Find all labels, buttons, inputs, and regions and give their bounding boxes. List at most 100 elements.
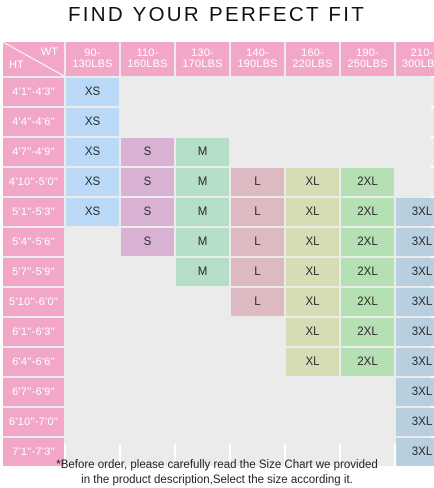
empty-cell [176, 288, 229, 316]
size-cell: 3XL [396, 258, 434, 286]
size-note-line-2: in the product description,Select the si… [81, 474, 353, 486]
size-cell: 3XL [396, 228, 434, 256]
weight-axis-label: WT [40, 46, 58, 58]
empty-cell [66, 378, 119, 406]
empty-cell [121, 258, 174, 286]
size-cell: XL [286, 258, 339, 286]
height-row-header: 6'1"-6'3" [3, 318, 64, 346]
empty-cell [231, 408, 284, 436]
size-cell: 3XL [396, 318, 434, 346]
empty-cell [341, 108, 394, 136]
size-cell: M [176, 198, 229, 226]
size-chart-table: WT HT 90- 130LBS 110- 160LBS 130- 170LBS 14… [3, 42, 434, 466]
empty-cell [176, 108, 229, 136]
empty-cell [176, 378, 229, 406]
size-cell: S [121, 138, 174, 166]
empty-cell [231, 318, 284, 346]
size-cell: XS [66, 168, 119, 196]
empty-cell [231, 78, 284, 106]
empty-cell [231, 108, 284, 136]
weight-column-header: 160- 220LBS [286, 42, 339, 76]
height-row-header: 4'7"-4'9" [3, 138, 64, 166]
height-row-header: 7'1"-7'3" [3, 438, 64, 466]
empty-cell [121, 348, 174, 376]
empty-cell [66, 228, 119, 256]
diagonal-divider [3, 42, 64, 76]
empty-cell [231, 438, 284, 466]
size-cell: XL [286, 168, 339, 196]
empty-cell [396, 78, 434, 106]
empty-cell [286, 78, 339, 106]
empty-cell [66, 318, 119, 346]
empty-cell [396, 108, 434, 136]
empty-cell [121, 378, 174, 406]
empty-cell [66, 408, 119, 436]
empty-cell [121, 408, 174, 436]
height-row-header: 4'10"-5'0" [3, 168, 64, 196]
size-cell: XL [286, 288, 339, 316]
height-row-header: 5'10"-6'0" [3, 288, 64, 316]
empty-cell [121, 438, 174, 466]
size-cell: 3XL [396, 198, 434, 226]
empty-cell [286, 378, 339, 406]
size-note: *Before order, please carefully read the… [0, 458, 434, 488]
size-cell: S [121, 198, 174, 226]
size-cell: XS [66, 138, 119, 166]
size-cell: 2XL [341, 168, 394, 196]
size-cell: 2XL [341, 198, 394, 226]
height-row-header: 6'10"-7'0" [3, 408, 64, 436]
weight-column-header: 130- 170LBS [176, 42, 229, 76]
size-cell: L [231, 228, 284, 256]
height-row-header: 4'4"-4'6" [3, 108, 64, 136]
empty-cell [66, 288, 119, 316]
height-axis-label: HT [9, 59, 24, 71]
empty-cell [121, 288, 174, 316]
height-row-header: 4'1"-4'3" [3, 78, 64, 106]
size-cell: XL [286, 228, 339, 256]
size-cell: 2XL [341, 288, 394, 316]
empty-cell [286, 138, 339, 166]
weight-column-header: 110- 160LBS [121, 42, 174, 76]
size-cell: S [121, 228, 174, 256]
empty-cell [341, 78, 394, 106]
size-cell: XL [286, 318, 339, 346]
empty-cell [66, 258, 119, 286]
empty-cell [341, 438, 394, 466]
empty-cell [176, 78, 229, 106]
size-cell: 3XL [396, 378, 434, 406]
empty-cell [231, 138, 284, 166]
size-cell: XL [286, 348, 339, 376]
empty-cell [396, 168, 434, 196]
size-cell: 2XL [341, 258, 394, 286]
size-note-line-1: *Before order, please carefully read the… [56, 459, 378, 471]
empty-cell [341, 138, 394, 166]
size-cell: 2XL [341, 228, 394, 256]
empty-cell [176, 348, 229, 376]
empty-cell [121, 78, 174, 106]
empty-cell [121, 108, 174, 136]
table-corner-header: WT HT [3, 42, 64, 76]
size-cell: L [231, 198, 284, 226]
weight-column-header: 140- 190LBS [231, 42, 284, 76]
size-cell: XS [66, 78, 119, 106]
size-cell: S [121, 168, 174, 196]
size-cell: L [231, 258, 284, 286]
size-cell: 3XL [396, 438, 434, 466]
height-row-header: 6'4"-6'6" [3, 348, 64, 376]
empty-cell [231, 378, 284, 406]
empty-cell [176, 408, 229, 436]
empty-cell [231, 348, 284, 376]
size-cell: 3XL [396, 348, 434, 376]
size-cell: L [231, 288, 284, 316]
size-cell: M [176, 168, 229, 196]
empty-cell [341, 408, 394, 436]
size-cell: L [231, 168, 284, 196]
size-cell: M [176, 138, 229, 166]
size-cell: XS [66, 108, 119, 136]
empty-cell [121, 318, 174, 346]
weight-column-header: 190- 250LBS [341, 42, 394, 76]
empty-cell [341, 378, 394, 406]
size-cell: M [176, 258, 229, 286]
height-row-header: 5'4"-5'6" [3, 228, 64, 256]
empty-cell [286, 108, 339, 136]
